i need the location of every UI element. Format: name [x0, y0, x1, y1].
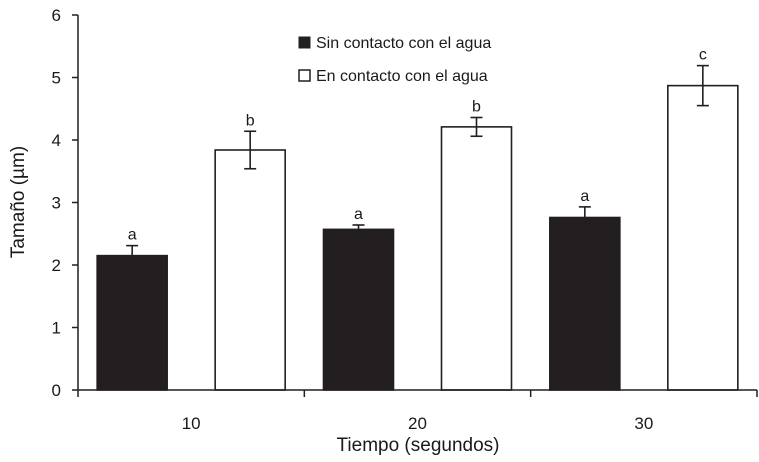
- legend: Sin contacto con el agua En contacto con…: [298, 35, 491, 85]
- chart-marks: a a a b b c: [96, 47, 739, 391]
- significance-letter: c: [699, 47, 707, 64]
- legend-label-en-contacto: En contacto con el agua: [316, 68, 488, 85]
- y-tick-label: 6: [52, 6, 61, 25]
- x-tick-label: 10: [182, 414, 201, 433]
- legend-label-sin-contacto: Sin contacto con el agua: [316, 35, 491, 52]
- y-tick-label: 2: [52, 256, 61, 275]
- y-axis-title: Tamaño (µm): [8, 146, 29, 258]
- x-tick-label: 30: [634, 414, 653, 433]
- x-axis-title: Tiempo (segundos): [337, 435, 500, 456]
- y-tick-label: 3: [52, 194, 61, 213]
- significance-letter: b: [246, 112, 255, 129]
- bar: [214, 149, 286, 391]
- y-tick-label: 1: [52, 319, 61, 338]
- legend-swatch-sin-contacto: [298, 36, 311, 49]
- significance-letter: a: [354, 206, 363, 223]
- chart-axes: 0 1 2 3 4 5 6 10 20 30: [52, 6, 758, 433]
- significance-letter: b: [472, 99, 481, 116]
- y-tick-label: 0: [52, 381, 61, 400]
- legend-swatch-en-contacto: [298, 69, 311, 82]
- bar: [667, 84, 739, 391]
- bar: [322, 228, 395, 391]
- y-tick-label: 4: [52, 131, 61, 150]
- significance-letter: a: [580, 188, 589, 205]
- bar: [549, 216, 621, 391]
- bar: [96, 254, 168, 391]
- bar: [440, 126, 513, 391]
- x-tick-label: 20: [408, 414, 427, 433]
- significance-letter: a: [128, 227, 137, 244]
- y-tick-label: 5: [52, 69, 61, 88]
